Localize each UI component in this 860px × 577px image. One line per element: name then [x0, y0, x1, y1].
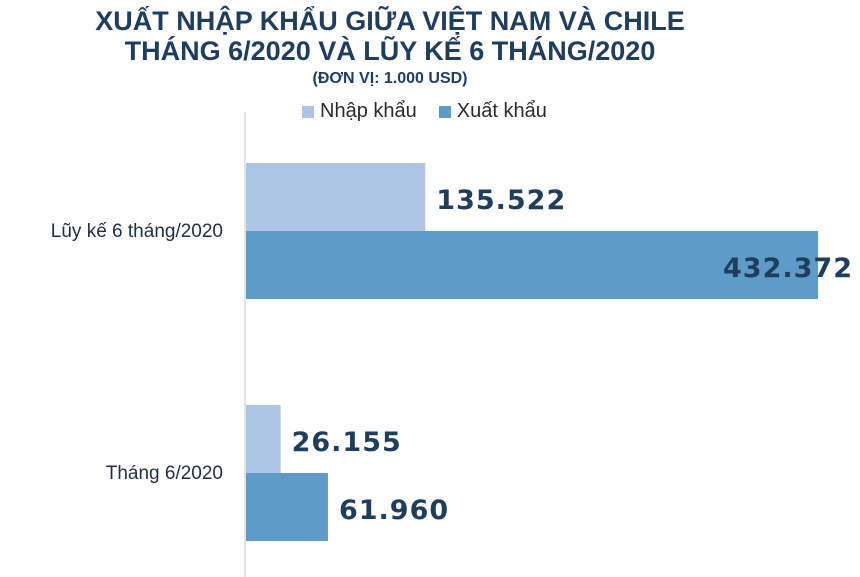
data-label: 432.372	[723, 253, 853, 284]
data-label: 61.960	[339, 495, 449, 526]
legend-label-import: Nhập khẩu	[320, 100, 417, 122]
data-label: 26.155	[292, 427, 402, 458]
data-label: 135.522	[436, 185, 566, 216]
legend-swatch-export	[438, 105, 451, 118]
chart-title-line1: XUẤT NHẬP KHẨU GIỮA VIỆT NAM VÀ CHILE	[95, 6, 685, 36]
legend-item-import: Nhập khẩu	[302, 100, 417, 123]
bar-import	[246, 163, 426, 231]
category-label: Tháng 6/2020	[106, 463, 223, 484]
chart-unit: (ĐƠN VỊ: 1.000 USD)	[312, 70, 468, 87]
legend-label-export: Xuất khẩu	[456, 100, 547, 122]
bar-export	[246, 473, 328, 541]
category-label: Lũy kế 6 tháng/2020	[51, 221, 223, 242]
chart-title-line2: THÁNG 6/2020 VÀ LŨY KẾ 6 THÁNG/2020	[124, 36, 656, 66]
bar-export	[246, 231, 818, 299]
bar-import	[246, 405, 281, 473]
legend-swatch-import	[302, 105, 314, 118]
legend-item-export: Xuất khẩu	[438, 100, 547, 123]
chart-legend: Nhập khẩu Xuất khẩu	[302, 100, 569, 123]
